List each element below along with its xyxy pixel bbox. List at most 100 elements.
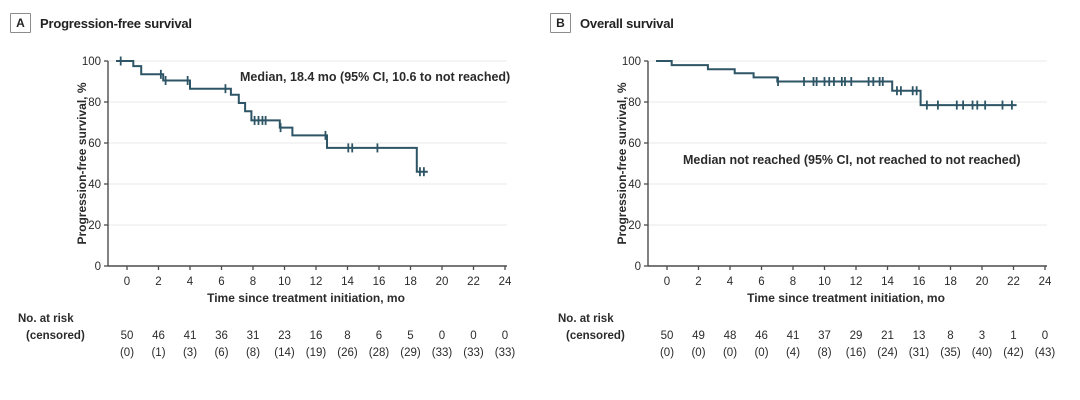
x-tick-label: 4 [187, 276, 194, 288]
km-chart-a: 020406080100050(0)246(1)441(3)636(6)831(… [18, 56, 516, 359]
y-axis-label: Progression-free survival, % [615, 82, 629, 244]
censored-value: (0) [120, 347, 134, 359]
at-risk-value: 41 [787, 330, 800, 342]
censored-value: (26) [337, 347, 358, 359]
y-tick-label: 80 [628, 97, 641, 109]
x-tick-label: 16 [913, 276, 926, 288]
censored-value: (0) [691, 347, 705, 359]
at-risk-value: 31 [247, 330, 260, 342]
x-tick-label: 20 [976, 276, 989, 288]
at-risk-value: 13 [913, 330, 926, 342]
x-tick-label: 24 [1039, 276, 1052, 288]
at-risk-value: 0 [439, 330, 445, 342]
censored-value: (16) [846, 347, 867, 359]
y-tick-label: 0 [635, 261, 641, 273]
x-tick-label: 10 [818, 276, 831, 288]
km-curve [656, 60, 1017, 107]
x-tick-label: 8 [790, 276, 796, 288]
censored-value: (33) [463, 347, 484, 359]
at-risk-value: 48 [724, 330, 737, 342]
censored-value: (6) [214, 347, 228, 359]
x-tick-label: 14 [341, 276, 354, 288]
x-tick-label: 0 [124, 276, 130, 288]
at-risk-label: No. at risk [18, 313, 74, 325]
y-axis-label: Progression-free survival, % [75, 82, 89, 244]
panel-a-label-box: A [10, 13, 31, 33]
censored-label: (censored) [566, 330, 625, 342]
x-tick-label: 18 [404, 276, 417, 288]
y-tick-label: 40 [88, 179, 101, 191]
x-tick-label: 20 [436, 276, 449, 288]
at-risk-value: 6 [376, 330, 382, 342]
censored-value: (19) [306, 347, 327, 359]
at-risk-value: 21 [881, 330, 894, 342]
censored-label: (censored) [26, 330, 85, 342]
panel-b-title: Overall survival [580, 15, 674, 31]
at-risk-value: 1 [1010, 330, 1016, 342]
x-tick-label: 22 [1007, 276, 1020, 288]
x-tick-label: 6 [758, 276, 764, 288]
at-risk-value: 46 [755, 330, 768, 342]
km-chart-b: 0 20 40 60 80 100 0 50 (0) 2 49 (0) 4 48 (0) 6 46 (0) 8 41 (… [558, 56, 1056, 359]
at-risk-value: 3 [979, 330, 985, 342]
at-risk-value: 8 [947, 330, 953, 342]
at-risk-value: 0 [470, 330, 476, 342]
x-tick-label: 6 [218, 276, 224, 288]
x-tick-label: 4 [727, 276, 734, 288]
at-risk-value: 50 [121, 330, 134, 342]
censored-value: (28) [369, 347, 390, 359]
y-tick-label: 60 [88, 138, 101, 150]
panel-b-label-box: B [550, 13, 571, 33]
median-annotation: Median, 18.4 mo (95% CI, 10.6 to not rea… [240, 70, 510, 84]
x-tick-label: 16 [373, 276, 386, 288]
at-risk-value: 36 [215, 330, 228, 342]
panel-b: B Overall survival 0 20 40 60 80 100 0 50 (0) 2 49… [540, 0, 1080, 400]
at-risk-value: 0 [502, 330, 508, 342]
censored-value: (4) [786, 347, 800, 359]
y-tick-label: 100 [82, 56, 101, 68]
censored-value: (43) [1035, 347, 1056, 359]
at-risk-value: 23 [278, 330, 291, 342]
x-tick-label: 2 [155, 276, 161, 288]
y-tick-label: 40 [628, 179, 641, 191]
censored-value: (0) [754, 347, 768, 359]
km-curve [116, 60, 428, 173]
x-axis-label: Time since treatment initiation, mo [207, 291, 405, 305]
y-tick-label: 20 [88, 220, 101, 232]
y-tick-label: 60 [628, 138, 641, 150]
median-annotation: Median not reached (95% CI, not reached … [683, 153, 1021, 167]
censored-value: (0) [723, 347, 737, 359]
censored-value: (29) [400, 347, 421, 359]
at-risk-label: No. at risk [558, 313, 614, 325]
x-tick-label: 24 [499, 276, 512, 288]
at-risk-value: 50 [661, 330, 674, 342]
x-tick-label: 10 [278, 276, 291, 288]
x-tick-label: 0 [664, 276, 670, 288]
at-risk-value: 16 [310, 330, 323, 342]
at-risk-value: 37 [818, 330, 831, 342]
x-axis-label: Time since treatment initiation, mo [747, 291, 945, 305]
censored-value: (33) [432, 347, 453, 359]
censored-value: (3) [183, 347, 197, 359]
at-risk-value: 49 [692, 330, 705, 342]
panel-a-header: A Progression-free survival [10, 13, 192, 33]
at-risk-value: 5 [407, 330, 413, 342]
x-tick-label: 18 [944, 276, 957, 288]
at-risk-value: 41 [184, 330, 197, 342]
y-tick-label: 0 [95, 261, 101, 273]
censored-value: (40) [972, 347, 993, 359]
y-tick-label: 80 [88, 97, 101, 109]
x-tick-label: 2 [695, 276, 701, 288]
at-risk-value: 29 [850, 330, 863, 342]
y-tick-label: 100 [622, 56, 641, 68]
censored-value: (35) [940, 347, 961, 359]
censored-value: (31) [909, 347, 930, 359]
censored-value: (8) [817, 347, 831, 359]
censored-value: (42) [1003, 347, 1024, 359]
panel-b-header: B Overall survival [550, 13, 674, 33]
at-risk-value: 8 [344, 330, 350, 342]
censored-value: (33) [495, 347, 516, 359]
x-tick-label: 12 [850, 276, 863, 288]
x-tick-label: 8 [250, 276, 256, 288]
censored-value: (0) [660, 347, 674, 359]
